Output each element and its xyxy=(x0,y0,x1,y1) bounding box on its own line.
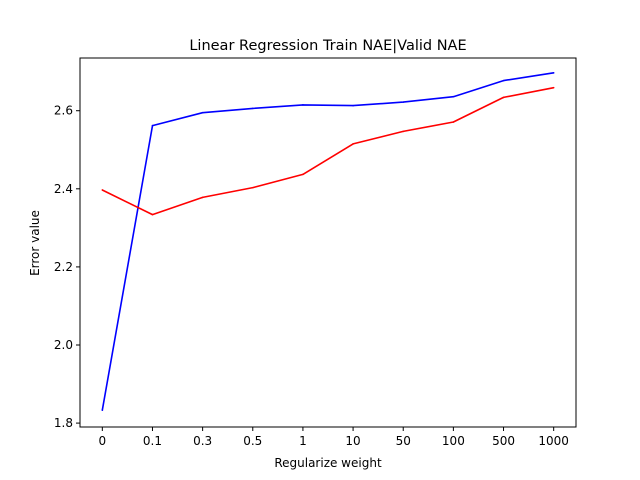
x-axis-ticks: 0 0.1 0.3 0.5 1 10 50 100 500 1000 xyxy=(98,427,569,448)
series-1-point xyxy=(352,104,354,107)
x-tick-label: 1 xyxy=(299,434,307,448)
x-tick-label: 50 xyxy=(396,434,411,448)
chart-title: Linear Regression Train NAE|Valid NAE xyxy=(189,38,466,54)
series-1-point xyxy=(101,409,104,412)
x-tick-label: 1000 xyxy=(538,434,569,448)
x-tick-label: 10 xyxy=(345,434,360,448)
series-2-point xyxy=(352,143,354,145)
y-axis-ticks: 1.8 2.0 2.2 2.4 2.6 xyxy=(54,104,80,430)
series-1-line xyxy=(101,72,554,411)
series-1-point xyxy=(402,101,405,103)
x-tick-label: 0.3 xyxy=(193,434,212,448)
series-2-point xyxy=(452,121,455,123)
series-1-point xyxy=(251,107,254,110)
y-axis-label: Error value xyxy=(28,210,42,276)
series-2-point xyxy=(302,173,304,176)
series-2-line xyxy=(101,86,554,216)
plot-area-frame xyxy=(79,57,577,428)
series-1-point xyxy=(201,111,204,114)
series-1-point xyxy=(151,124,154,127)
series-2-point xyxy=(201,196,204,199)
series-1-point xyxy=(302,104,304,106)
series-2-point xyxy=(552,86,555,89)
series-2-point xyxy=(251,186,254,189)
y-tick-label: 2.0 xyxy=(54,338,73,352)
y-tick-label: 1.8 xyxy=(54,416,73,430)
x-tick-label: 100 xyxy=(442,434,465,448)
series-2-point xyxy=(402,130,405,133)
series-1-point xyxy=(552,72,555,74)
series-2-point xyxy=(151,213,154,216)
y-tick-label: 2.2 xyxy=(54,260,73,274)
x-axis-label: Regularize weight xyxy=(274,456,382,470)
series-2-point xyxy=(502,96,505,99)
series-1-point xyxy=(502,79,505,82)
x-tick-label: 500 xyxy=(492,434,515,448)
series-2-point xyxy=(101,189,104,191)
y-tick-label: 2.4 xyxy=(54,182,73,196)
series-layer xyxy=(101,72,555,412)
y-tick-label: 2.6 xyxy=(54,104,73,118)
x-tick-label: 0.5 xyxy=(243,434,262,448)
x-tick-label: 0.1 xyxy=(143,434,162,448)
series-1-point xyxy=(452,95,455,98)
x-tick-label: 0 xyxy=(98,434,106,448)
